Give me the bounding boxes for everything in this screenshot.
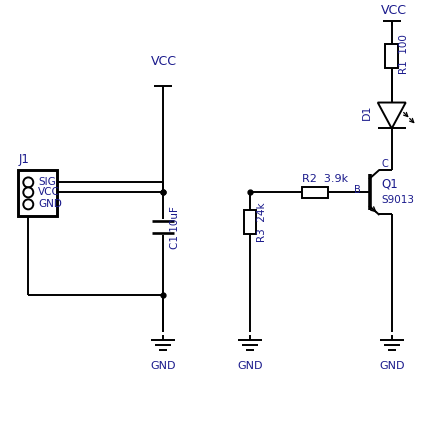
Text: R1  100: R1 100 (399, 34, 409, 73)
Bar (302, 187, 328, 198)
Text: C1 10uF: C1 10uF (170, 206, 180, 249)
Circle shape (23, 199, 33, 209)
Text: D1: D1 (362, 105, 372, 120)
Text: C: C (382, 159, 389, 169)
Circle shape (23, 177, 33, 187)
Text: SIG: SIG (38, 177, 56, 187)
Circle shape (23, 187, 33, 198)
Text: Q1: Q1 (382, 178, 399, 191)
Text: VCC: VCC (151, 55, 177, 68)
Text: GND: GND (38, 199, 62, 209)
Text: J1: J1 (18, 154, 29, 166)
Text: GND: GND (237, 361, 263, 371)
Text: GND: GND (150, 361, 176, 371)
Text: R2  3.9k: R2 3.9k (302, 174, 348, 184)
Text: VCC: VCC (38, 187, 60, 198)
Bar (244, 210, 256, 235)
Text: S9013: S9013 (382, 195, 415, 205)
Bar (18, 170, 57, 216)
Text: R3  24k: R3 24k (257, 202, 267, 242)
Text: GND: GND (379, 361, 404, 371)
Text: VCC: VCC (381, 4, 407, 17)
Text: B: B (354, 185, 361, 195)
Bar (385, 44, 398, 68)
